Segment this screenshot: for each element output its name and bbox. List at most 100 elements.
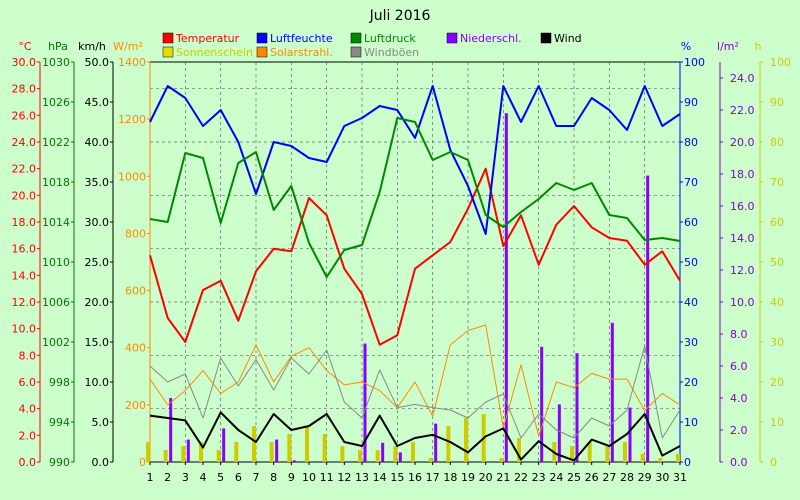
axis-tick-label: 1026 <box>42 96 70 109</box>
axis-tick-label: 22.0 <box>12 163 37 176</box>
x-tick-label: 22 <box>514 471 528 484</box>
legend: Temperatur Luftfeuchte Luftdruck Niederschl… <box>162 32 582 59</box>
bar-niederschl <box>628 407 632 462</box>
bar-niederschl <box>557 404 561 462</box>
x-tick-label: 4 <box>200 471 207 484</box>
x-tick-label: 14 <box>373 471 387 484</box>
bar-sonnenschein <box>358 450 362 462</box>
axis-tick-label: 200 <box>125 399 146 412</box>
axis-tick-label: 90 <box>684 96 698 109</box>
x-tick-label: 7 <box>253 471 260 484</box>
bar-sonnenschein <box>605 446 610 462</box>
axis-tick-label: 24.0 <box>730 72 755 85</box>
legend-swatch <box>256 32 268 44</box>
x-tick-label: 13 <box>355 471 369 484</box>
bar-sonnenschein <box>305 426 309 462</box>
axis-tick-label: 45.0 <box>85 96 110 109</box>
axis-tick-label: 50.0 <box>85 56 110 69</box>
axis-unit-label: km/h <box>78 40 106 53</box>
bar-sonnenschein <box>199 442 203 462</box>
legend-label: Solarstrahl. <box>270 46 333 59</box>
axis-tick-label: 1014 <box>42 216 70 229</box>
legend-label: Luftfeuchte <box>270 32 333 45</box>
axis-tick-label: 30.0 <box>85 216 110 229</box>
bar-niederschl <box>398 452 402 462</box>
axis-tick-label: 5.0 <box>92 416 110 429</box>
legend-label: Luftdruck <box>364 32 416 45</box>
axis-tick-label: 28.0 <box>12 83 37 96</box>
axis-unit-label: l/m² <box>717 40 739 53</box>
axis-tick-label: 990 <box>49 456 70 469</box>
axis-tick-label: 14.0 <box>12 269 37 282</box>
x-tick-label: 16 <box>408 471 422 484</box>
axis-tick-label: 50 <box>770 256 784 269</box>
series-lines <box>149 85 681 462</box>
axis-tick-label: 0 <box>139 456 146 469</box>
x-tick-label: 19 <box>461 471 475 484</box>
axis-tick-label: 16.0 <box>12 243 37 256</box>
bar-sonnenschein <box>587 442 592 462</box>
axis-tick-label: 70 <box>684 176 698 189</box>
axis-tick-label: 0 <box>770 456 777 469</box>
axis-tick-label: 1022 <box>42 136 70 149</box>
axis-tick-label: 0 <box>684 456 691 469</box>
axis-tick-label: 12.0 <box>730 264 755 277</box>
x-tick-label: 28 <box>620 471 634 484</box>
legend-swatch <box>540 32 552 44</box>
axis-tick-label: 10.0 <box>85 376 110 389</box>
axis-tick-label: 1006 <box>42 296 70 309</box>
bar-niederschl <box>363 343 367 462</box>
axis-tick-label: 40.0 <box>85 136 110 149</box>
axis-units: °C hPa km/h W/m²% l/m² h <box>18 40 761 53</box>
axis-unit-label: W/m² <box>113 40 143 53</box>
x-tick-label: 27 <box>602 471 616 484</box>
bar-niederschl <box>504 113 508 462</box>
axis-tick-label: 600 <box>125 285 146 298</box>
axis-tick-label: 15.0 <box>85 336 110 349</box>
axis-tick-label: 14.0 <box>730 232 755 245</box>
bars <box>146 113 680 462</box>
legend-swatch <box>162 32 174 44</box>
bar-niederschl <box>275 439 279 462</box>
axis-tick-label: 40 <box>770 296 784 309</box>
legend-swatch <box>162 46 174 58</box>
x-tick-label: 12 <box>337 471 351 484</box>
bar-sonnenschein <box>676 454 680 462</box>
axis-tick-label: 4.0 <box>730 392 748 405</box>
axis-tick-label: 1002 <box>42 336 70 349</box>
axis-tick-label: 20.0 <box>730 136 755 149</box>
axis-unit-label: h <box>755 40 762 53</box>
axes: 0.0 2.0 4.0 6.0 8.0 10.0 12.0 14.0 16.0 18.0 20.0 2… <box>12 56 792 469</box>
axis-tick-label: 8.0 <box>19 349 37 362</box>
axis-tick-label: 30 <box>684 336 698 349</box>
bar-sonnenschein <box>570 446 574 462</box>
axis-tick-label: 6.0 <box>730 360 748 373</box>
chart-title: Juli 2016 <box>369 8 431 24</box>
bar-sonnenschein <box>252 426 256 462</box>
axis-tick-label: 20 <box>770 376 784 389</box>
legend-swatch <box>350 46 362 58</box>
x-tick-label: 8 <box>270 471 277 484</box>
axis-tick-label: 80 <box>684 136 698 149</box>
bar-sonnenschein <box>234 442 239 462</box>
legend-swatch <box>256 46 268 58</box>
axis-tick-label: 50 <box>684 256 698 269</box>
axis-tick-label: 0.0 <box>92 456 110 469</box>
bar-sonnenschein <box>216 450 221 462</box>
bar-niederschl <box>646 175 650 462</box>
x-tick-label: 25 <box>567 471 581 484</box>
x-tick-label: 31 <box>673 471 687 484</box>
axis-tick-label: 998 <box>49 376 70 389</box>
axis-unit-label: % <box>681 40 691 53</box>
legend-label: Niederschl. <box>460 32 522 45</box>
bar-sonnenschein <box>464 418 468 462</box>
x-tick-label: 20 <box>479 471 493 484</box>
bar-niederschl <box>381 442 385 462</box>
legend-swatch <box>446 32 458 44</box>
bar-sonnenschein <box>322 434 327 462</box>
x-tick-label: 24 <box>549 471 563 484</box>
axis-tick-label: 30.0 <box>12 56 37 69</box>
axis-tick-label: 26.0 <box>12 109 37 122</box>
x-tick-label: 6 <box>235 471 242 484</box>
